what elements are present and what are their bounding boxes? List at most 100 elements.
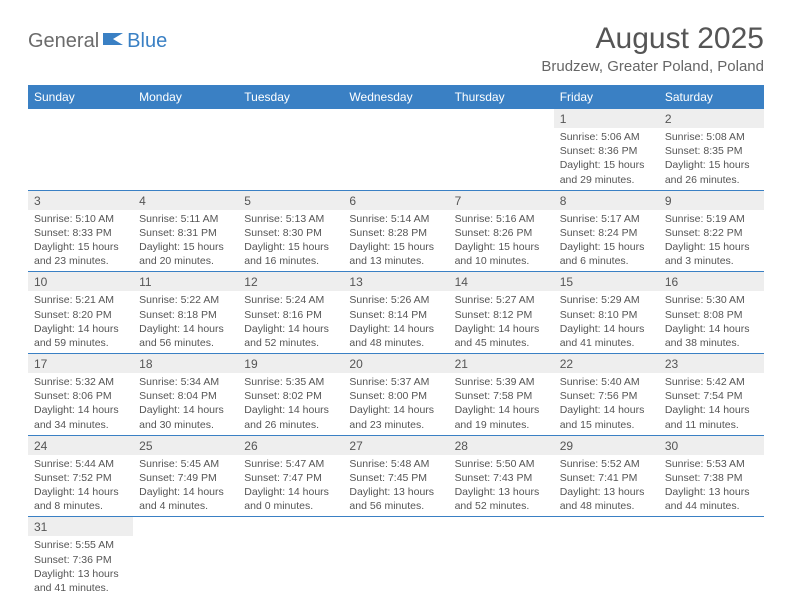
sunrise-line: Sunrise: 5:16 AM	[455, 212, 548, 226]
detail-row: Sunrise: 5:44 AMSunset: 7:52 PMDaylight:…	[28, 455, 764, 517]
day-detail-cell: Sunrise: 5:52 AMSunset: 7:41 PMDaylight:…	[554, 455, 659, 517]
day-number-cell: 29	[554, 435, 659, 455]
sunrise-line: Sunrise: 5:06 AM	[560, 130, 653, 144]
detail-row: Sunrise: 5:32 AMSunset: 8:06 PMDaylight:…	[28, 373, 764, 435]
sunrise-line: Sunrise: 5:40 AM	[560, 375, 653, 389]
day-number-cell	[133, 517, 238, 537]
day-detail-cell: Sunrise: 5:29 AMSunset: 8:10 PMDaylight:…	[554, 291, 659, 353]
daylight-line: Daylight: 14 hours and 45 minutes.	[455, 322, 548, 350]
sunset-line: Sunset: 8:22 PM	[665, 226, 758, 240]
sunset-line: Sunset: 8:02 PM	[244, 389, 337, 403]
day-number-cell	[343, 109, 448, 128]
sunset-line: Sunset: 8:26 PM	[455, 226, 548, 240]
sunrise-line: Sunrise: 5:29 AM	[560, 293, 653, 307]
day-number-cell: 5	[238, 190, 343, 210]
sunrise-line: Sunrise: 5:13 AM	[244, 212, 337, 226]
daylight-line: Daylight: 14 hours and 0 minutes.	[244, 485, 337, 513]
day-detail-cell: Sunrise: 5:55 AMSunset: 7:36 PMDaylight:…	[28, 536, 133, 598]
daylight-line: Daylight: 15 hours and 10 minutes.	[455, 240, 548, 268]
weekday-header: Sunday	[28, 85, 133, 109]
day-number-cell: 30	[659, 435, 764, 455]
daylight-line: Daylight: 14 hours and 19 minutes.	[455, 403, 548, 431]
sunset-line: Sunset: 7:52 PM	[34, 471, 127, 485]
sunrise-line: Sunrise: 5:35 AM	[244, 375, 337, 389]
daylight-line: Daylight: 15 hours and 3 minutes.	[665, 240, 758, 268]
sunset-line: Sunset: 8:24 PM	[560, 226, 653, 240]
title-block: August 2025 Brudzew, Greater Poland, Pol…	[541, 22, 764, 75]
sunrise-line: Sunrise: 5:37 AM	[349, 375, 442, 389]
sunset-line: Sunset: 7:45 PM	[349, 471, 442, 485]
day-detail-cell: Sunrise: 5:45 AMSunset: 7:49 PMDaylight:…	[133, 455, 238, 517]
day-detail-cell: Sunrise: 5:39 AMSunset: 7:58 PMDaylight:…	[449, 373, 554, 435]
sunset-line: Sunset: 8:10 PM	[560, 308, 653, 322]
daylight-line: Daylight: 14 hours and 15 minutes.	[560, 403, 653, 431]
sunset-line: Sunset: 7:56 PM	[560, 389, 653, 403]
day-number-cell: 18	[133, 354, 238, 374]
daylight-line: Daylight: 14 hours and 52 minutes.	[244, 322, 337, 350]
sunset-line: Sunset: 8:36 PM	[560, 144, 653, 158]
daylight-line: Daylight: 15 hours and 6 minutes.	[560, 240, 653, 268]
sunset-line: Sunset: 8:28 PM	[349, 226, 442, 240]
weekday-header: Wednesday	[343, 85, 448, 109]
calendar-table: SundayMondayTuesdayWednesdayThursdayFrid…	[28, 85, 764, 598]
daylight-line: Daylight: 15 hours and 20 minutes.	[139, 240, 232, 268]
day-detail-cell: Sunrise: 5:30 AMSunset: 8:08 PMDaylight:…	[659, 291, 764, 353]
sunset-line: Sunset: 8:06 PM	[34, 389, 127, 403]
day-detail-cell: Sunrise: 5:44 AMSunset: 7:52 PMDaylight:…	[28, 455, 133, 517]
sunrise-line: Sunrise: 5:30 AM	[665, 293, 758, 307]
detail-row: Sunrise: 5:55 AMSunset: 7:36 PMDaylight:…	[28, 536, 764, 598]
sunrise-line: Sunrise: 5:24 AM	[244, 293, 337, 307]
day-detail-cell	[554, 536, 659, 598]
day-detail-cell: Sunrise: 5:34 AMSunset: 8:04 PMDaylight:…	[133, 373, 238, 435]
day-number-cell: 11	[133, 272, 238, 292]
day-detail-cell: Sunrise: 5:50 AMSunset: 7:43 PMDaylight:…	[449, 455, 554, 517]
sunset-line: Sunset: 8:35 PM	[665, 144, 758, 158]
day-detail-cell: Sunrise: 5:06 AMSunset: 8:36 PMDaylight:…	[554, 128, 659, 190]
day-detail-cell: Sunrise: 5:19 AMSunset: 8:22 PMDaylight:…	[659, 210, 764, 272]
day-number-cell	[659, 517, 764, 537]
sunset-line: Sunset: 8:33 PM	[34, 226, 127, 240]
day-number-cell: 6	[343, 190, 448, 210]
sunset-line: Sunset: 8:20 PM	[34, 308, 127, 322]
daynum-row: 31	[28, 517, 764, 537]
sunrise-line: Sunrise: 5:48 AM	[349, 457, 442, 471]
day-detail-cell	[133, 128, 238, 190]
day-detail-cell: Sunrise: 5:47 AMSunset: 7:47 PMDaylight:…	[238, 455, 343, 517]
day-number-cell: 19	[238, 354, 343, 374]
day-detail-cell	[133, 536, 238, 598]
daynum-row: 12	[28, 109, 764, 128]
sunset-line: Sunset: 7:49 PM	[139, 471, 232, 485]
daylight-line: Daylight: 15 hours and 23 minutes.	[34, 240, 127, 268]
sunrise-line: Sunrise: 5:22 AM	[139, 293, 232, 307]
daylight-line: Daylight: 15 hours and 29 minutes.	[560, 158, 653, 186]
sunrise-line: Sunrise: 5:50 AM	[455, 457, 548, 471]
daynum-row: 3456789	[28, 190, 764, 210]
detail-row: Sunrise: 5:21 AMSunset: 8:20 PMDaylight:…	[28, 291, 764, 353]
weekday-header: Friday	[554, 85, 659, 109]
sunset-line: Sunset: 8:14 PM	[349, 308, 442, 322]
sunset-line: Sunset: 8:30 PM	[244, 226, 337, 240]
sunrise-line: Sunrise: 5:14 AM	[349, 212, 442, 226]
sunset-line: Sunset: 7:47 PM	[244, 471, 337, 485]
daylight-line: Daylight: 14 hours and 4 minutes.	[139, 485, 232, 513]
day-detail-cell	[238, 128, 343, 190]
detail-row: Sunrise: 5:10 AMSunset: 8:33 PMDaylight:…	[28, 210, 764, 272]
sunrise-line: Sunrise: 5:19 AM	[665, 212, 758, 226]
day-number-cell: 1	[554, 109, 659, 128]
daynum-row: 24252627282930	[28, 435, 764, 455]
sunset-line: Sunset: 7:41 PM	[560, 471, 653, 485]
daylight-line: Daylight: 13 hours and 48 minutes.	[560, 485, 653, 513]
day-number-cell	[554, 517, 659, 537]
day-number-cell: 25	[133, 435, 238, 455]
day-detail-cell: Sunrise: 5:08 AMSunset: 8:35 PMDaylight:…	[659, 128, 764, 190]
day-detail-cell: Sunrise: 5:26 AMSunset: 8:14 PMDaylight:…	[343, 291, 448, 353]
day-number-cell	[343, 517, 448, 537]
day-number-cell: 22	[554, 354, 659, 374]
sunset-line: Sunset: 7:58 PM	[455, 389, 548, 403]
daylight-line: Daylight: 15 hours and 13 minutes.	[349, 240, 442, 268]
day-number-cell: 8	[554, 190, 659, 210]
day-detail-cell: Sunrise: 5:40 AMSunset: 7:56 PMDaylight:…	[554, 373, 659, 435]
daylight-line: Daylight: 14 hours and 34 minutes.	[34, 403, 127, 431]
day-number-cell: 7	[449, 190, 554, 210]
daylight-line: Daylight: 14 hours and 8 minutes.	[34, 485, 127, 513]
